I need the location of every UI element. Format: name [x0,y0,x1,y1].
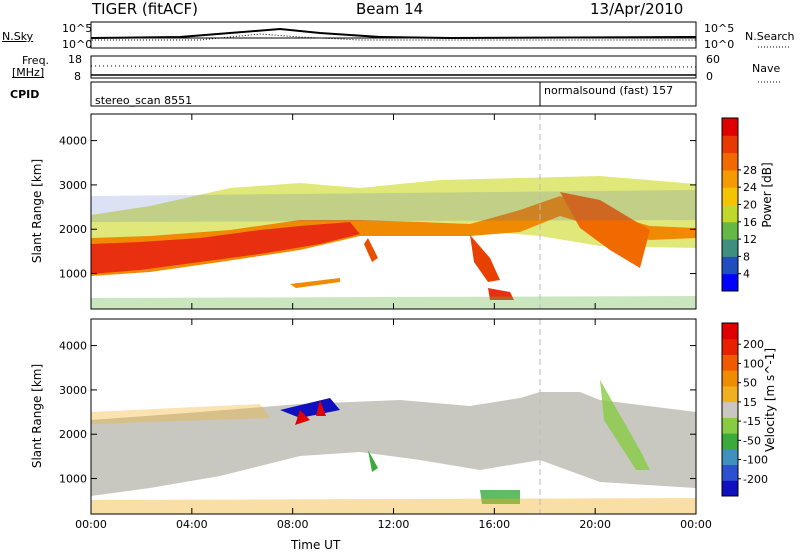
colorbar-swatch [722,187,738,205]
colorbar-tick-label: 50 [743,377,757,390]
colorbar-swatch [722,273,738,292]
colorbar-tick-label: 24 [743,181,757,194]
colorbar-swatch [722,204,738,223]
nsky-tick-top: 10^5 [62,22,93,35]
colorbar-swatch [722,480,738,497]
velocity-field [91,380,696,514]
colorbar-swatch [722,370,738,387]
colorbar-tick-label: 4 [743,268,750,281]
cpid-label: CPID [10,88,40,101]
x-axis-label: Time UT [291,538,341,552]
freq-unit: [MHz] [12,66,45,79]
velocity-colorbar-label: Velocity [m s^-1] [763,347,777,453]
colorbar-swatch [722,448,738,466]
colorbar-tick-label: 28 [743,164,757,177]
colorbar-tick-label: 200 [743,338,764,351]
nsky-strip [90,21,697,49]
power-field [91,176,696,309]
colorbar-swatch [722,256,738,275]
power-colorbar-label: Power [dB] [760,162,774,228]
colorbar-tick-label: 8 [743,250,750,263]
y-tick-label: 2000 [59,428,87,441]
colorbar-swatch [722,118,738,136]
power-y-axis-label: Slant Range [km] [30,158,44,264]
colorbar-swatch [722,417,738,434]
colorbar-swatch [722,401,738,418]
beam-label: Beam 14 [356,0,424,18]
freq-nave-strip [90,55,697,79]
x-tick-label: 12:00 [378,518,410,531]
cpid-strip [90,81,697,107]
y-tick-label: 1000 [59,473,87,486]
colorbar-tick-label: -50 [743,434,761,447]
colorbar-swatch [722,433,738,450]
colorbar-swatch [722,239,738,257]
colorbar-tick-label: -15 [743,415,761,428]
y-tick-label: 3000 [59,384,87,397]
colorbar-swatch [722,221,738,240]
y-tick-label: 4000 [59,135,87,148]
freq-tick-top: 18 [68,53,82,66]
colorbar-swatch [722,354,738,371]
freq-tick-bottom: 8 [74,70,81,83]
colorbar-swatch [722,152,738,171]
velocity-y-axis-label: Slant Range [km] [30,363,44,469]
x-tick-label: 04:00 [176,518,208,531]
cpid-left-text: stereo_scan 8551 [95,94,193,107]
colorbar-swatch [722,323,738,340]
date-label: 13/Apr/2010 [590,0,684,18]
colorbar-swatch [722,135,738,154]
y-tick-label: 1000 [59,268,87,281]
colorbar-tick-label: 100 [743,357,764,370]
x-tick-label: 16:00 [478,518,510,531]
colorbar-frame [721,322,739,497]
legend-dashes [758,46,790,83]
colorbar-tick-label: -200 [743,473,768,486]
colorbar-swatch [722,464,738,481]
nave-tick-top: 60 [706,53,720,66]
nsearch-label: N.Search [745,30,795,43]
y-tick-label: 3000 [59,179,87,192]
nsky-right-tick-top: 10^5 [704,22,735,35]
colorbar-swatch [722,169,738,188]
x-tick-label: 20:00 [579,518,611,531]
x-tick-label: 00:00 [75,518,107,531]
nave-label: Nave [752,62,781,75]
radar-title: TIGER (fitACF) [92,0,199,18]
colorbar-swatch [722,338,738,355]
x-tick-label: 08:00 [277,518,309,531]
colorbar-tick-label: 16 [743,216,757,229]
nsky-tick-bottom: 10^0 [62,38,93,51]
nsky-label: N.Sky [2,30,34,43]
colorbar-tick-label: -100 [743,454,768,467]
y-tick-label: 4000 [59,340,87,353]
colorbar-tick-label: 15 [743,396,757,409]
x-tick-label: 00:00 [680,518,712,531]
colorbar-tick-label: 12 [743,233,757,246]
colorbar-tick-label: 20 [743,199,757,212]
nave-tick-bottom: 0 [706,70,713,83]
colorbar-swatch [722,385,738,403]
freq-label: Freq. [22,54,50,67]
y-tick-label: 2000 [59,223,87,236]
nsky-right-tick-bottom: 10^0 [704,38,735,51]
cpid-right-text: normalsound (fast) 157 [544,84,674,97]
